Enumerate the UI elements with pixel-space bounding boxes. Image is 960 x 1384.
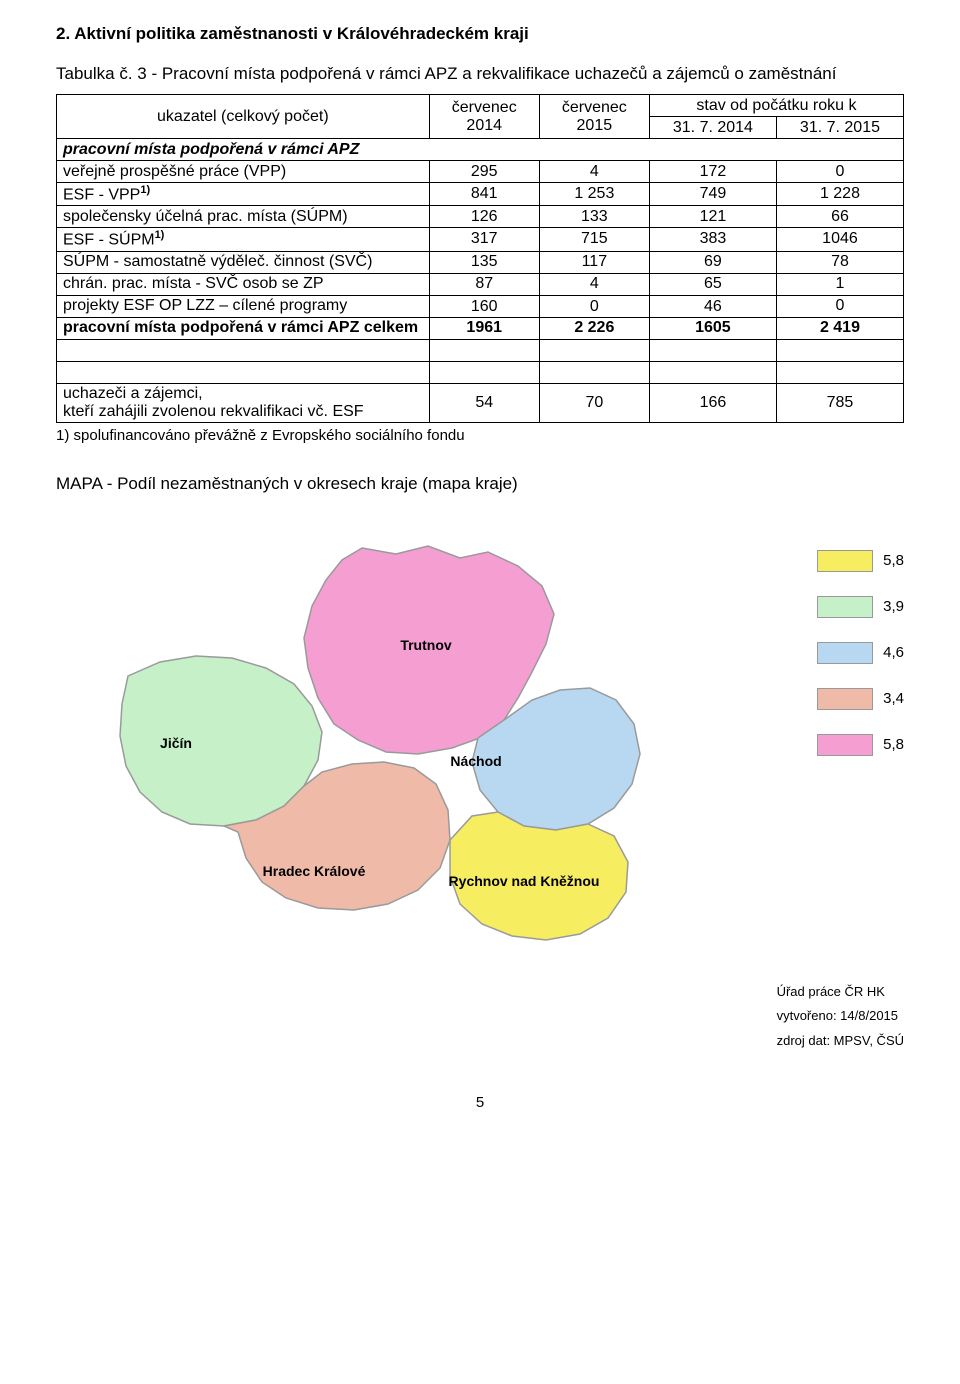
cell: 841	[429, 183, 539, 206]
legend-swatch	[817, 734, 873, 756]
cell: 295	[429, 161, 539, 183]
cell: 0	[776, 295, 903, 317]
cell: 0	[776, 161, 903, 183]
cell: 133	[539, 206, 649, 228]
apz-table: ukazatel (celkový počet) červenec 2014 č…	[56, 94, 904, 423]
cell: 1046	[776, 228, 903, 251]
row-label: ESF - VPP1)	[57, 183, 430, 206]
label-nachod: Náchod	[450, 753, 501, 769]
header-period-title: stav od počátku roku k	[649, 95, 903, 117]
legend: 5,8 3,9 4,6 3,4 5,8	[817, 550, 904, 756]
cell: 0	[539, 295, 649, 317]
cell: 715	[539, 228, 649, 251]
table-row-esf: projekty ESF OP LZZ – cílené programy 16…	[57, 295, 904, 317]
footnote: 1) spolufinancováno převážně z Evropskéh…	[56, 427, 904, 444]
header-col-b: červenec 2015	[539, 95, 649, 139]
legend-swatch	[817, 550, 873, 572]
table-row-rekval: uchazeči a zájemci, kteří zahájili zvole…	[57, 383, 904, 422]
cell: 54	[429, 383, 539, 422]
header-period-a: 31. 7. 2014	[649, 117, 776, 139]
table-row: SÚPM - samostatně výděleč. činnost (SVČ)…	[57, 251, 904, 273]
legend-swatch	[817, 596, 873, 618]
cell: 1 253	[539, 183, 649, 206]
spacer-row	[57, 339, 904, 361]
meta-line: Úřad práce ČR HK	[777, 980, 904, 1005]
cell: 4	[539, 273, 649, 295]
legend-item: 3,4	[817, 688, 904, 710]
spacer-row	[57, 361, 904, 383]
cell: 70	[539, 383, 649, 422]
legend-swatch	[817, 642, 873, 664]
table-row: společensky účelná prac. místa (SÚPM) 12…	[57, 206, 904, 228]
label-hradec: Hradec Králové	[263, 863, 366, 879]
legend-label: 5,8	[883, 552, 904, 569]
table-row: veřejně prospěšné práce (VPP) 295 4 172 …	[57, 161, 904, 183]
table-row: ESF - VPP1) 841 1 253 749 1 228	[57, 183, 904, 206]
map-meta: Úřad práce ČR HK vytvořeno: 14/8/2015 zd…	[777, 980, 904, 1054]
meta-line: vytvořeno: 14/8/2015	[777, 1004, 904, 1029]
cell: 2 226	[539, 317, 649, 339]
row-label: projekty ESF OP LZZ – cílené programy	[57, 295, 430, 317]
table-row: ESF - SÚPM1) 317 715 383 1046	[57, 228, 904, 251]
map-svg: Trutnov Jičín Náchod Hradec Králové Rych…	[56, 540, 716, 1010]
cell: 383	[649, 228, 776, 251]
cell: 121	[649, 206, 776, 228]
cell: 166	[649, 383, 776, 422]
cell: 46	[649, 295, 776, 317]
cell: 4	[539, 161, 649, 183]
cell: 69	[649, 251, 776, 273]
cell: 1	[776, 273, 903, 295]
cell: 66	[776, 206, 903, 228]
legend-swatch	[817, 688, 873, 710]
table-row: chrán. prac. místa - SVČ osob se ZP 87 4…	[57, 273, 904, 295]
table-row-total: pracovní místa podpořená v rámci APZ cel…	[57, 317, 904, 339]
section-heading: 2. Aktivní politika zaměstnanosti v Král…	[56, 24, 904, 44]
row-label: veřejně prospěšné práce (VPP)	[57, 161, 430, 183]
cell: 78	[776, 251, 903, 273]
cell: 1 228	[776, 183, 903, 206]
map-wrap: Trutnov Jičín Náchod Hradec Králové Rych…	[56, 540, 904, 1060]
cell: 785	[776, 383, 903, 422]
legend-label: 5,8	[883, 736, 904, 753]
label-trutnov: Trutnov	[400, 637, 452, 653]
header-period-b: 31. 7. 2015	[776, 117, 903, 139]
cell: 1605	[649, 317, 776, 339]
meta-line: zdroj dat: MPSV, ČSÚ	[777, 1029, 904, 1054]
legend-item: 3,9	[817, 596, 904, 618]
row-label: pracovní místa podpořená v rámci APZ cel…	[57, 317, 430, 339]
cell: 65	[649, 273, 776, 295]
cell: 160	[429, 295, 539, 317]
legend-label: 3,9	[883, 598, 904, 615]
cell: 135	[429, 251, 539, 273]
header-ukazatel: ukazatel (celkový počet)	[57, 95, 430, 139]
row-label: společensky účelná prac. místa (SÚPM)	[57, 206, 430, 228]
cell: 749	[649, 183, 776, 206]
group1-title: pracovní místa podpořená v rámci APZ	[57, 139, 904, 161]
cell: 1961	[429, 317, 539, 339]
legend-item: 5,8	[817, 734, 904, 756]
map-caption: MAPA - Podíl nezaměstnaných v okresech k…	[56, 474, 904, 494]
cell: 117	[539, 251, 649, 273]
cell: 172	[649, 161, 776, 183]
legend-label: 4,6	[883, 644, 904, 661]
row-label: uchazeči a zájemci, kteří zahájili zvole…	[57, 383, 430, 422]
legend-item: 5,8	[817, 550, 904, 572]
cell: 87	[429, 273, 539, 295]
label-jicin: Jičín	[160, 735, 192, 751]
legend-item: 4,6	[817, 642, 904, 664]
label-rychnov: Rychnov nad Kněžnou	[449, 873, 600, 889]
row-label: chrán. prac. místa - SVČ osob se ZP	[57, 273, 430, 295]
legend-label: 3,4	[883, 690, 904, 707]
cell: 126	[429, 206, 539, 228]
header-col-a: červenec 2014	[429, 95, 539, 139]
row-label: ESF - SÚPM1)	[57, 228, 430, 251]
row-label: SÚPM - samostatně výděleč. činnost (SVČ)	[57, 251, 430, 273]
cell: 317	[429, 228, 539, 251]
page-number: 5	[56, 1094, 904, 1111]
table-caption: Tabulka č. 3 - Pracovní místa podpořená …	[56, 64, 904, 84]
cell: 2 419	[776, 317, 903, 339]
